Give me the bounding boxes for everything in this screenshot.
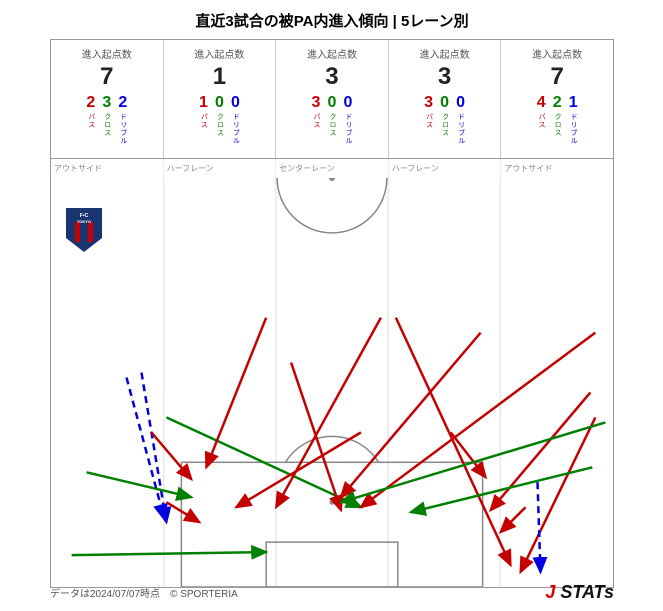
lane-header: 進入起点数 [278, 46, 386, 61]
lane-breakdown: 3パス0クロス0ドリブル [278, 95, 386, 150]
lane-header: 進入起点数 [53, 46, 161, 61]
chart-title: 直近3試合の被PA内進入傾向 | 5レーン別 [50, 10, 614, 31]
lane-name: センターレーン [276, 159, 389, 178]
lane-name: アウトサイド [51, 159, 164, 178]
lane-total: 3 [391, 63, 499, 91]
lane-total: 7 [503, 63, 611, 91]
lane-breakdown: 3パス0クロス0ドリブル [391, 95, 499, 150]
lane-breakdown: 2パス3クロス2ドリブル [53, 95, 161, 150]
pitch-svg [51, 178, 613, 587]
lane-stat: 進入起点数 3 3パス0クロス0ドリブル [389, 40, 502, 158]
lane-total: 3 [278, 63, 386, 91]
lane-stat: 進入起点数 7 4パス2クロス1ドリブル [501, 40, 613, 158]
team-badge: F•C TOKYO [66, 208, 102, 252]
lane-name: アウトサイド [501, 159, 613, 178]
lane-header: 進入起点数 [503, 46, 611, 61]
lane-stat: 進入起点数 1 1パス0クロス0ドリブル [164, 40, 277, 158]
pitch-area: F•C TOKYO [50, 178, 614, 588]
lane-total: 1 [166, 63, 274, 91]
lane-breakdown: 4パス2クロス1ドリブル [503, 95, 611, 150]
lane-stat: 進入起点数 3 3パス0クロス0ドリブル [276, 40, 389, 158]
lane-stats-row: 進入起点数72パス3クロス2ドリブル進入起点数11パス0クロス0ドリブル進入起点… [50, 39, 614, 158]
lane-stat: 進入起点数 7 2パス3クロス2ドリブル [51, 40, 164, 158]
lane-names-row: アウトサイドハーフレーンセンターレーンハーフレーンアウトサイド [50, 158, 614, 178]
jstats-logo: J STATs [545, 582, 614, 603]
lane-header: 進入起点数 [166, 46, 274, 61]
lane-header: 進入起点数 [391, 46, 499, 61]
lane-name: ハーフレーン [389, 159, 502, 178]
lane-name: ハーフレーン [164, 159, 277, 178]
lane-total: 7 [53, 63, 161, 91]
svg-text:TOKYO: TOKYO [77, 219, 91, 224]
lane-breakdown: 1パス0クロス0ドリブル [166, 95, 274, 150]
footer-text: データは2024/07/07時点 © SPORTERIA [50, 585, 238, 600]
footer: データは2024/07/07時点 © SPORTERIA J STATs [50, 582, 614, 603]
